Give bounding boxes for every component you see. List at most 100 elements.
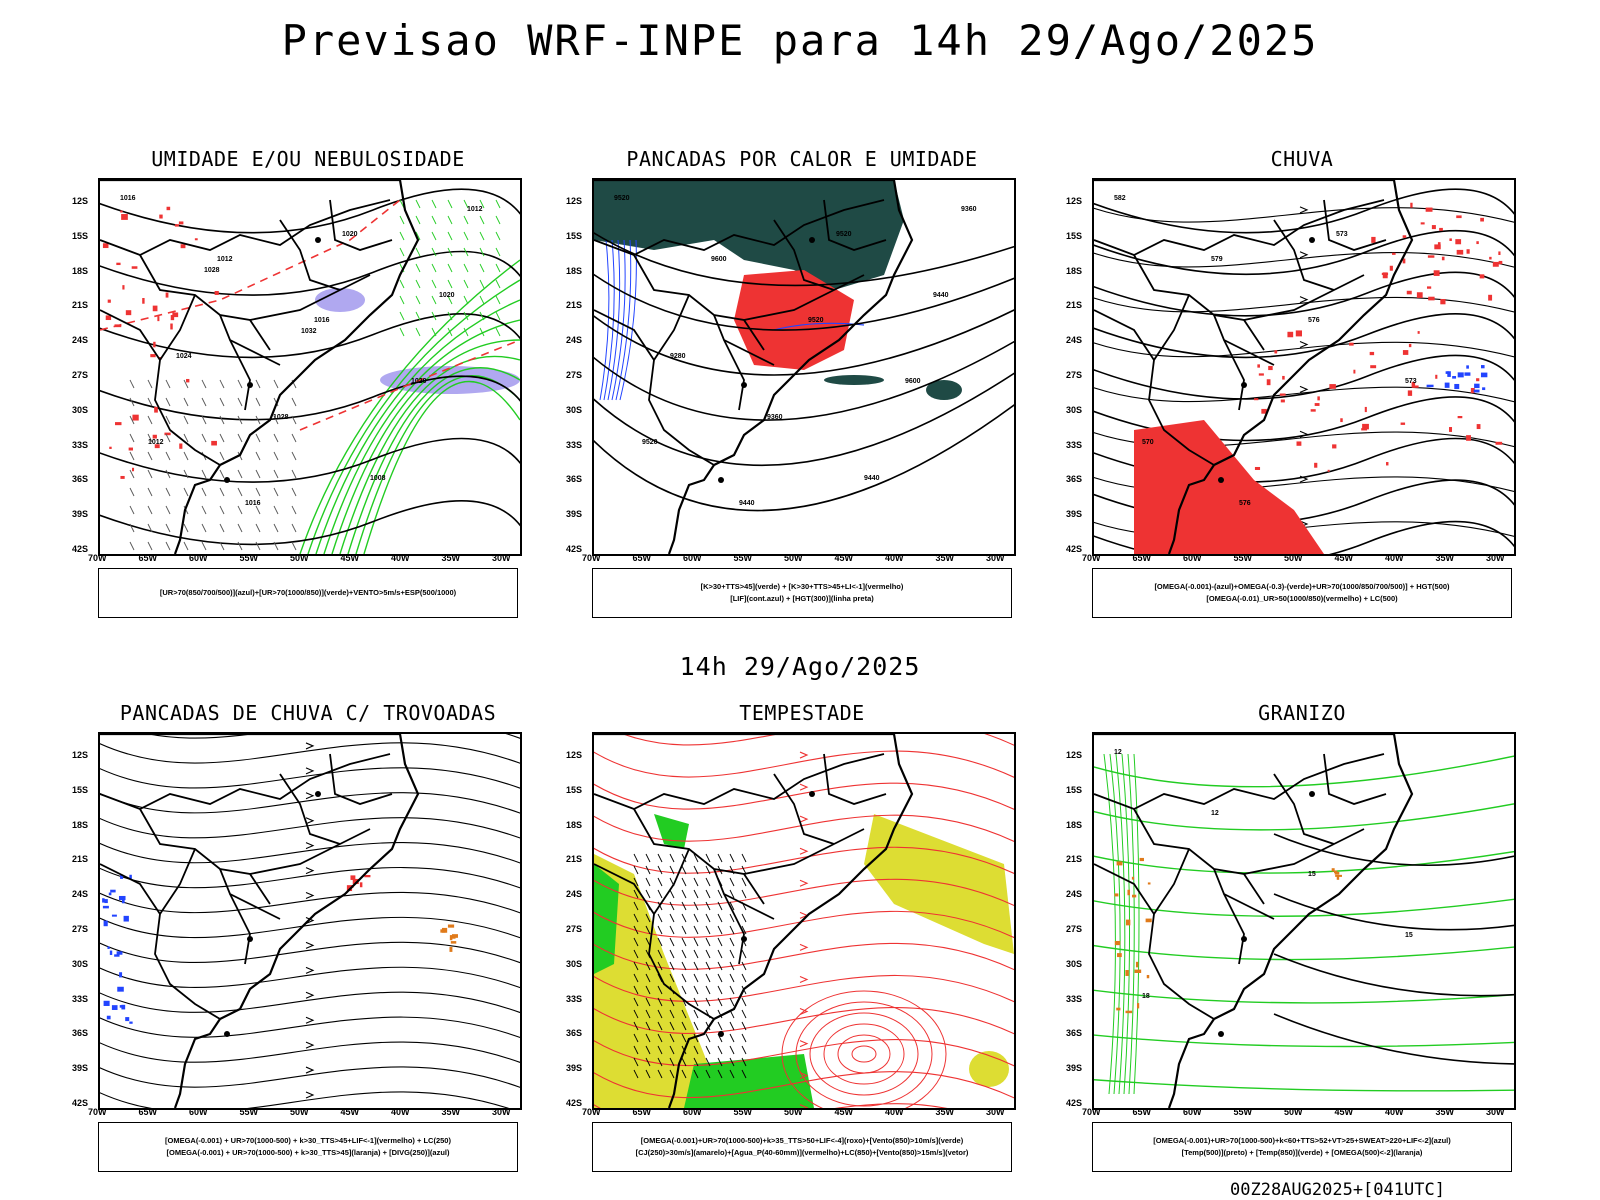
divergence-area xyxy=(102,898,105,903)
thunderstorm-area xyxy=(364,874,371,878)
temp-850-contour xyxy=(1094,898,1514,917)
streamline xyxy=(594,1071,1014,1099)
rain-cell xyxy=(1327,469,1330,472)
streamline xyxy=(100,891,520,914)
latitude-label: 24S xyxy=(566,889,583,900)
temp-850-contour xyxy=(1094,850,1514,874)
wind-vector xyxy=(147,415,153,425)
rain-cell xyxy=(1362,423,1369,430)
wind-vector xyxy=(741,1045,747,1055)
streamline-arrow xyxy=(1299,206,1309,214)
strong-omega-area xyxy=(1116,861,1123,866)
streamline xyxy=(100,767,520,789)
wind-vector xyxy=(693,913,699,923)
streamline-arrow xyxy=(1299,385,1309,393)
wind-vector xyxy=(291,451,297,461)
rain-area xyxy=(1134,420,1324,554)
lake-marker xyxy=(1218,477,1224,483)
map-umidade: 1016 1012 1016 1020 1012 1016 1020 1020 1024 1028… xyxy=(98,178,522,556)
strong-omega-area xyxy=(1147,882,1151,885)
latitude-label: 42S xyxy=(72,1098,89,1108)
wind-vector xyxy=(129,541,135,551)
divergence-area xyxy=(108,892,112,896)
strong-omega-area xyxy=(1331,868,1335,872)
low-pressure-streamline xyxy=(781,990,947,1108)
rain-cell xyxy=(1416,292,1423,298)
wind-vector xyxy=(431,247,437,257)
wind-vector xyxy=(255,433,261,443)
wind-vector xyxy=(399,327,405,337)
legend-pancadas: [K>30+TTS>45](verde) + [K>30+TTS>45+LI<-… xyxy=(592,568,1012,618)
omega-area xyxy=(1454,383,1460,390)
wind-vector xyxy=(705,1033,711,1043)
streamline-arrow xyxy=(799,847,809,855)
wind-vector xyxy=(669,889,675,899)
omega-area xyxy=(1464,372,1471,376)
streamline-arrow xyxy=(799,1072,809,1080)
latitude-label: 33S xyxy=(566,439,583,450)
divergence-area xyxy=(123,915,129,922)
wind-vector xyxy=(447,311,453,321)
country-border xyxy=(279,219,341,291)
streamline-arrow xyxy=(799,783,809,791)
wind-vector xyxy=(693,1033,699,1043)
wind-vector xyxy=(463,279,469,289)
wind-vector xyxy=(165,523,171,533)
wind-vector xyxy=(645,973,651,983)
wind-vector xyxy=(633,913,639,923)
longitude-label: 65W xyxy=(1132,1107,1152,1117)
country-border xyxy=(713,868,775,920)
rain-cell xyxy=(1425,207,1433,212)
rain-cell xyxy=(1407,390,1413,396)
country-border xyxy=(100,199,391,256)
omega-area xyxy=(1426,384,1434,388)
thickness-label-cluster xyxy=(154,406,158,413)
country-border xyxy=(329,199,393,251)
page-title: Previsao WRF-INPE para 14h 29/Ago/2025 xyxy=(281,16,1319,65)
wind-vector xyxy=(463,295,469,305)
country-border xyxy=(1323,753,1387,805)
streamline-arrow xyxy=(305,1016,315,1024)
thickness-label-cluster xyxy=(128,447,133,451)
wind-vector xyxy=(291,541,297,551)
streamline xyxy=(100,842,520,864)
contour-label: 1016 xyxy=(314,317,330,324)
rain-cell xyxy=(1295,330,1302,337)
wind-vector xyxy=(255,397,261,407)
thickness-label-cluster xyxy=(165,292,169,298)
country-border xyxy=(100,753,391,810)
wind-vector xyxy=(201,415,207,425)
wind-vector xyxy=(431,327,437,337)
thickness-label-cluster xyxy=(180,244,186,249)
rain-cell xyxy=(1332,444,1337,449)
contour-line xyxy=(100,313,520,359)
temp-850-contour xyxy=(1121,753,1131,1095)
wind-vector xyxy=(645,865,651,875)
wind-vector xyxy=(431,295,437,305)
wind-vector xyxy=(273,541,279,551)
streamline-arrow xyxy=(799,1104,809,1108)
wind-vector xyxy=(463,327,469,337)
longitude-label: 40W xyxy=(1385,1107,1404,1117)
wind-vector xyxy=(633,901,639,911)
latitude-label: 12S xyxy=(1066,196,1083,206)
legend-umidade: [UR>70(850/700/500)](azul)+[UR>70(1000/8… xyxy=(98,568,518,618)
wind-vector xyxy=(657,949,663,959)
wind-vector xyxy=(705,937,711,947)
rain-cell xyxy=(1427,255,1435,258)
divergence-area xyxy=(110,889,116,893)
wind-vector xyxy=(129,469,135,479)
lifted-index-contour xyxy=(607,239,621,401)
wind-vector xyxy=(681,853,687,863)
latitude-label: 39S xyxy=(72,509,89,520)
wind-vector xyxy=(657,985,663,995)
contour-label: 9520 xyxy=(642,439,658,446)
wind-vector xyxy=(645,877,651,887)
strong-omega-area xyxy=(1114,893,1119,897)
thickness-label-cluster xyxy=(107,299,111,303)
wind-vector xyxy=(633,949,639,959)
wind-vector xyxy=(645,1033,651,1043)
wind-vector xyxy=(431,263,437,273)
run-stamp: 00Z28AUG2025+[041UTC] xyxy=(1230,1180,1445,1200)
streamline xyxy=(594,750,1014,779)
